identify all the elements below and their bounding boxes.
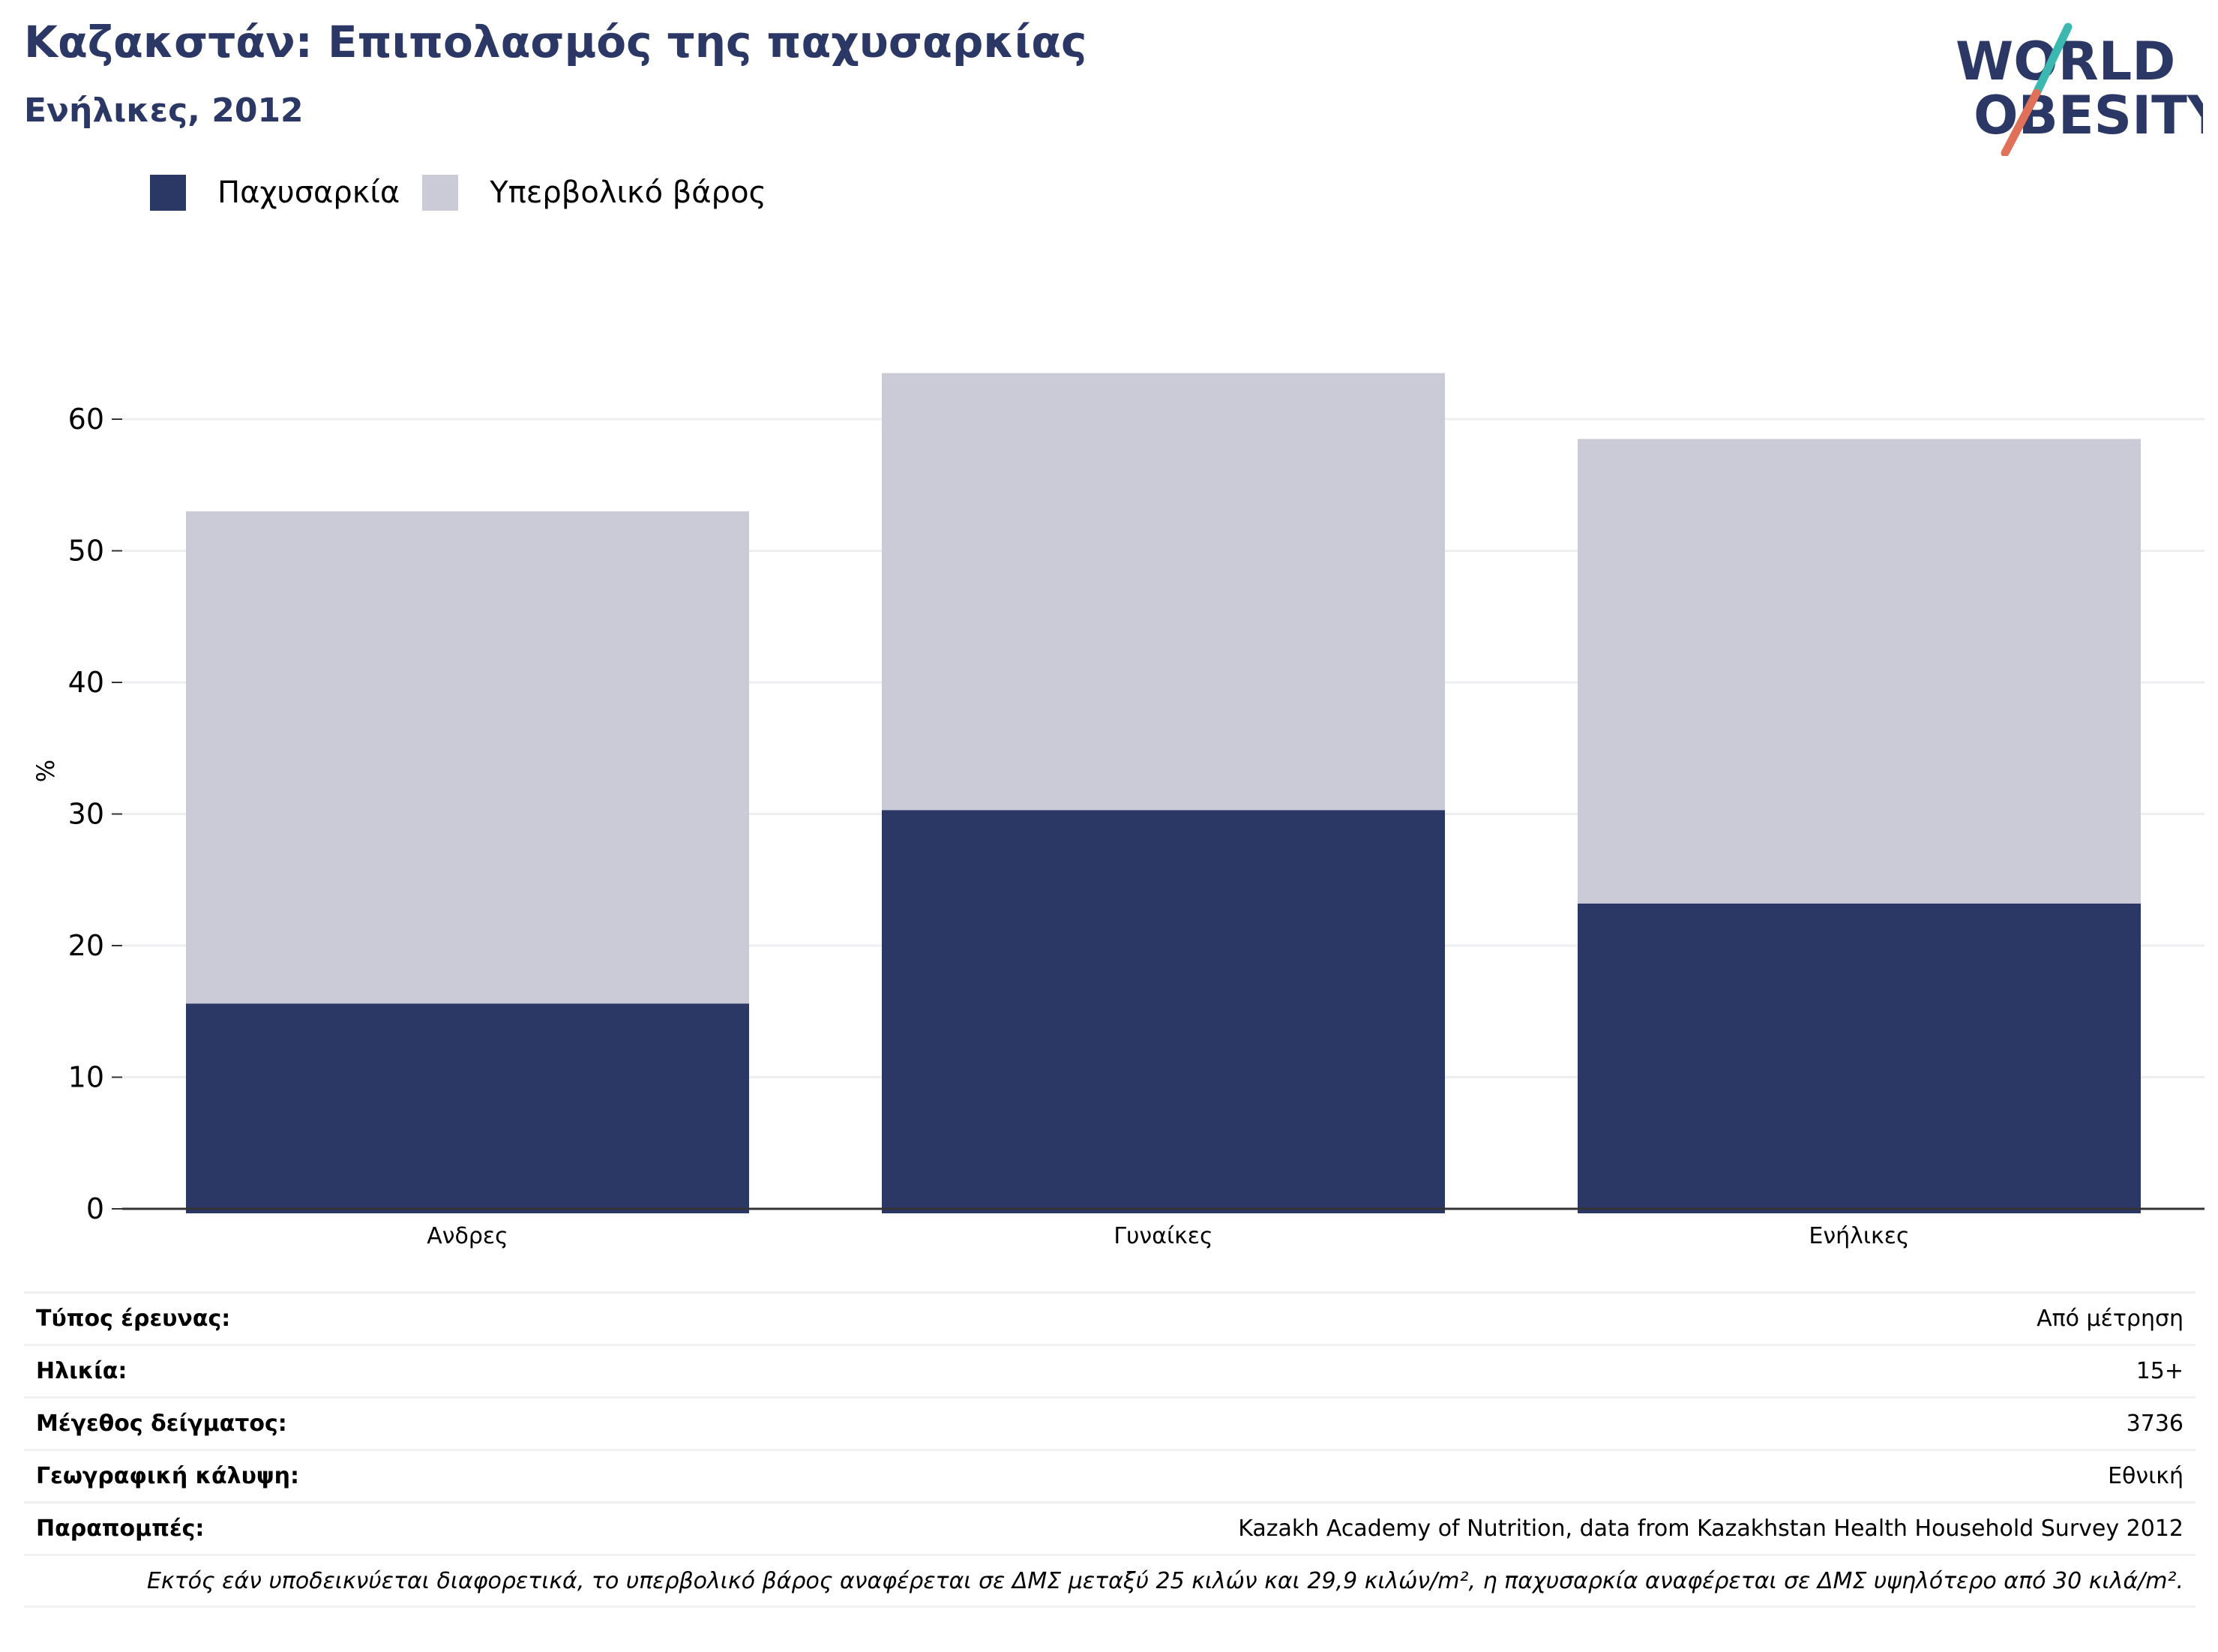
y-tick-label: 30 — [68, 798, 104, 831]
chart-subtitle: Ενήλικες, 2012 — [24, 91, 304, 130]
legend-item-overweight[interactable]: Υπερβολικό βάρος — [422, 175, 766, 211]
world-obesity-logo: WORLD OBESITY — [1956, 22, 2203, 156]
bars — [186, 373, 2141, 1213]
bar-obesity-1[interactable] — [186, 1003, 749, 1213]
y-tick-label: 50 — [68, 535, 104, 568]
y-axis-label: % — [31, 760, 60, 782]
info-row: Μέγεθος δείγματος: 3736 — [24, 1396, 2196, 1449]
legend-label-obesity: Παχυσαρκία — [217, 175, 400, 210]
y-tick-label: 20 — [68, 929, 104, 962]
x-tick-label: Ανδρες — [427, 1223, 508, 1249]
bar-overweight-1[interactable] — [186, 511, 749, 1004]
info-row-key: Παραπομπές: — [36, 1516, 205, 1542]
bar-overweight-2[interactable] — [882, 373, 1445, 811]
definition-note: Εκτός εάν υποδεικνύεται διαφορετικά, το … — [24, 1554, 2196, 1608]
survey-info-table: Τύπος έρευνας: Από μέτρηση Ηλικία: 15+ Μέγεθ… — [24, 1291, 2196, 1608]
legend-swatch-obesity — [150, 175, 186, 211]
y-axis-ticks: 0 10 20 30 40 50 60 — [68, 403, 122, 1225]
legend-label-overweight: Υπερβολικό βάρος — [490, 175, 767, 210]
bar-obesity-3[interactable] — [1578, 903, 2141, 1213]
info-row-key: Τύπος έρευνας: — [36, 1306, 231, 1332]
info-row: Γεωγραφική κάλυψη: Εθνική — [24, 1449, 2196, 1501]
info-row-key: Μέγεθος δείγματος: — [36, 1411, 287, 1437]
logo-stroke-teal — [2032, 22, 2073, 97]
x-tick-label: Ενήλικες — [1809, 1223, 1909, 1249]
y-tick-label: 40 — [68, 666, 104, 699]
info-row-value: Kazakh Academy of Nutrition, data from K… — [1238, 1516, 2184, 1542]
x-tick-label: Γυναίκες — [1113, 1223, 1212, 1249]
bar-chart: 0 10 20 30 40 50 60 Ανδρες Γυναίκες Ενήλικες % — [31, 373, 2205, 1249]
info-row: Παραπομπές: Kazakh Academy of Nutrition, … — [24, 1501, 2196, 1554]
logo-stroke-coral — [2001, 88, 2041, 156]
bar-overweight-3[interactable] — [1578, 439, 2141, 904]
info-row-value: Εθνική — [2108, 1463, 2184, 1489]
y-tick-label: 0 — [86, 1192, 104, 1225]
y-tick-label: 10 — [68, 1061, 104, 1094]
info-row-value: 15+ — [2136, 1358, 2184, 1384]
chart-title: Καζακστάν: Επιπολασμός της παχυσαρκίας — [24, 16, 1087, 67]
info-row: Τύπος έρευνας: Από μέτρηση — [24, 1291, 2196, 1344]
bar-obesity-2[interactable] — [882, 810, 1445, 1213]
chart-legend: Παχυσαρκία Υπερβολικό βάρος — [150, 172, 789, 213]
legend-item-obesity[interactable]: Παχυσαρκία — [150, 175, 400, 211]
info-row-value: 3736 — [2126, 1411, 2184, 1437]
info-row-key: Ηλικία: — [36, 1358, 127, 1384]
info-row: Ηλικία: 15+ — [24, 1344, 2196, 1396]
y-tick-label: 60 — [68, 403, 104, 436]
info-row-key: Γεωγραφική κάλυψη: — [36, 1463, 300, 1489]
legend-swatch-overweight — [422, 175, 459, 211]
info-row-value: Από μέτρηση — [2037, 1306, 2184, 1332]
x-axis-ticks: Ανδρες Γυναίκες Ενήλικες — [122, 1207, 2205, 1249]
